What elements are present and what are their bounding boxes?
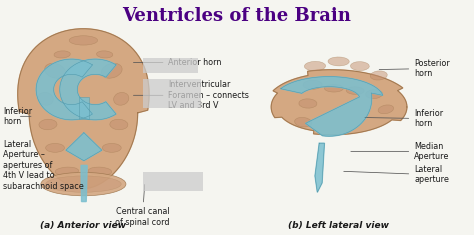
Polygon shape <box>271 70 407 135</box>
Ellipse shape <box>97 51 113 58</box>
Ellipse shape <box>299 99 317 108</box>
Ellipse shape <box>366 90 383 98</box>
Ellipse shape <box>378 105 393 114</box>
FancyBboxPatch shape <box>144 172 203 191</box>
Ellipse shape <box>46 176 121 192</box>
Ellipse shape <box>69 36 98 45</box>
Ellipse shape <box>304 61 326 71</box>
Text: Anterior horn: Anterior horn <box>134 58 222 67</box>
Polygon shape <box>315 143 324 192</box>
Polygon shape <box>36 59 92 120</box>
Ellipse shape <box>110 119 128 130</box>
Text: Lateral
Aperture –
apertures of
4th V lead to
subarachnoid space: Lateral Aperture – apertures of 4th V le… <box>3 140 84 191</box>
FancyBboxPatch shape <box>144 79 201 108</box>
Text: Interventricular
Foramen – connects
LV and 3rd V: Interventricular Foramen – connects LV a… <box>134 80 249 110</box>
Text: Lateral
aperture: Lateral aperture <box>344 165 449 184</box>
Text: (b) Left lateral view: (b) Left lateral view <box>288 221 389 230</box>
Ellipse shape <box>370 71 387 80</box>
Ellipse shape <box>46 143 64 152</box>
Ellipse shape <box>55 167 79 175</box>
FancyBboxPatch shape <box>79 97 89 119</box>
Ellipse shape <box>101 63 122 78</box>
Ellipse shape <box>114 92 129 105</box>
Polygon shape <box>18 29 149 188</box>
Ellipse shape <box>350 62 369 70</box>
Text: Inferior
horn: Inferior horn <box>3 107 32 126</box>
Ellipse shape <box>39 119 57 130</box>
Ellipse shape <box>41 172 126 196</box>
Ellipse shape <box>328 57 349 66</box>
Text: Ventricles of the Brain: Ventricles of the Brain <box>123 7 351 24</box>
Polygon shape <box>66 133 102 161</box>
Ellipse shape <box>303 80 322 89</box>
Text: Median
Aperture: Median Aperture <box>351 142 450 161</box>
Ellipse shape <box>45 63 65 78</box>
FancyBboxPatch shape <box>144 58 198 73</box>
Ellipse shape <box>54 51 70 58</box>
Ellipse shape <box>324 85 343 92</box>
Polygon shape <box>281 77 383 136</box>
Ellipse shape <box>102 143 121 152</box>
Ellipse shape <box>88 167 112 175</box>
Ellipse shape <box>346 87 364 94</box>
Ellipse shape <box>38 92 53 105</box>
Text: Central canal
of spinal cord: Central canal of spinal cord <box>115 184 170 227</box>
Polygon shape <box>81 165 87 202</box>
Text: Posterior
horn: Posterior horn <box>379 59 450 78</box>
Text: Inferior
horn: Inferior horn <box>365 109 443 128</box>
Text: (a) Anterior view: (a) Anterior view <box>40 221 127 230</box>
Ellipse shape <box>294 118 312 127</box>
Polygon shape <box>60 59 116 120</box>
